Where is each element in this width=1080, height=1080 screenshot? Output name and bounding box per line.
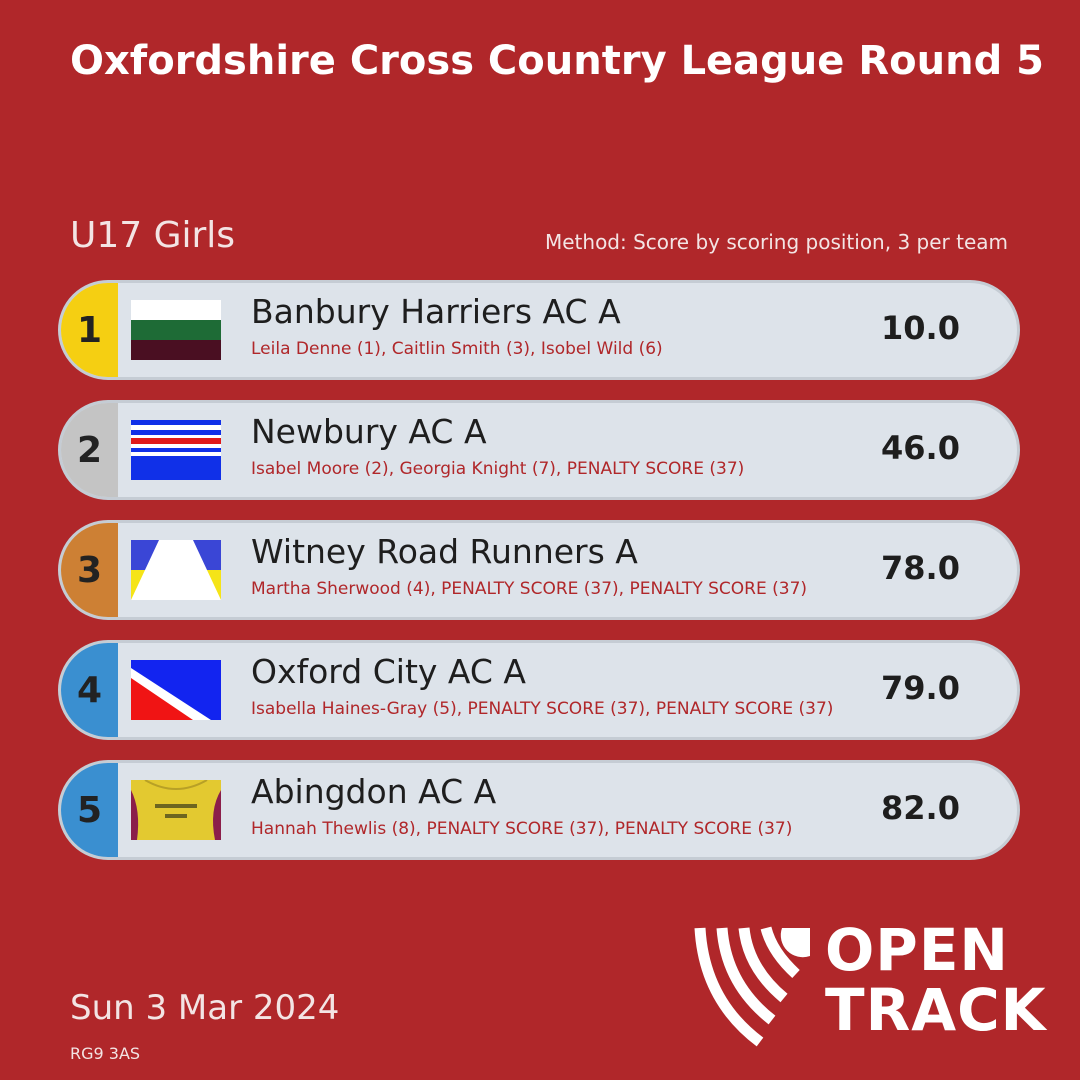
event-postcode: RG9 3AS xyxy=(70,1044,141,1063)
page-title: Oxfordshire Cross Country League Round 5 xyxy=(70,38,1044,84)
team-name: Newbury AC A xyxy=(251,412,487,451)
team-members: Hannah Thewlis (8), PENALTY SCORE (37), … xyxy=(251,819,793,839)
club-flag-newbury xyxy=(131,420,221,480)
team-members: Isabel Moore (2), Georgia Knight (7), PE… xyxy=(251,459,745,479)
club-flag-oxford-city xyxy=(131,660,221,720)
team-members: Martha Sherwood (4), PENALTY SCORE (37),… xyxy=(251,579,808,599)
logo-wordmark: OPEN TRACK xyxy=(825,920,1047,1040)
position-badge: 2 xyxy=(61,403,118,497)
track-lines-icon xyxy=(694,926,810,1047)
opentrack-logo: OPEN TRACK xyxy=(690,920,1050,1050)
result-row[interactable]: 3 Witney Road Runners A Martha Sherwood … xyxy=(58,520,1020,620)
logo-line-track: TRACK xyxy=(825,976,1047,1044)
position-badge: 5 xyxy=(61,763,118,857)
result-row[interactable]: 4 Oxford City AC A Isabella Haines-Gray … xyxy=(58,640,1020,740)
position-badge: 3 xyxy=(61,523,118,617)
scoring-method: Method: Score by scoring position, 3 per… xyxy=(544,230,1008,254)
team-score: 78.0 xyxy=(881,549,960,587)
result-row[interactable]: 5 Abingdon AC A Hannah Thewlis (8), PENA… xyxy=(58,760,1020,860)
team-name: Oxford City AC A xyxy=(251,652,527,691)
team-name: Banbury Harriers AC A xyxy=(251,292,621,331)
team-members: Isabella Haines-Gray (5), PENALTY SCORE … xyxy=(251,699,834,719)
category-label: U17 Girls xyxy=(70,215,236,256)
result-row[interactable]: 2 Newbury AC A Isabel Moore (2), Georgia… xyxy=(58,400,1020,500)
event-date: Sun 3 Mar 2024 xyxy=(70,988,340,1028)
team-score: 82.0 xyxy=(881,789,960,827)
position-badge: 4 xyxy=(61,643,118,737)
club-flag-banbury xyxy=(131,300,221,360)
club-flag-witney xyxy=(131,540,221,600)
team-members: Leila Denne (1), Caitlin Smith (3), Isob… xyxy=(251,339,663,359)
team-name: Abingdon AC A xyxy=(251,772,497,811)
logo-line-open: OPEN xyxy=(825,916,1009,984)
team-score: 46.0 xyxy=(881,429,960,467)
team-score: 79.0 xyxy=(881,669,960,707)
team-score: 10.0 xyxy=(881,309,960,347)
position-badge: 1 xyxy=(61,283,118,377)
result-row[interactable]: 1 Banbury Harriers AC A Leila Denne (1),… xyxy=(58,280,1020,380)
team-name: Witney Road Runners A xyxy=(251,532,638,571)
club-vest-abingdon xyxy=(131,780,221,840)
